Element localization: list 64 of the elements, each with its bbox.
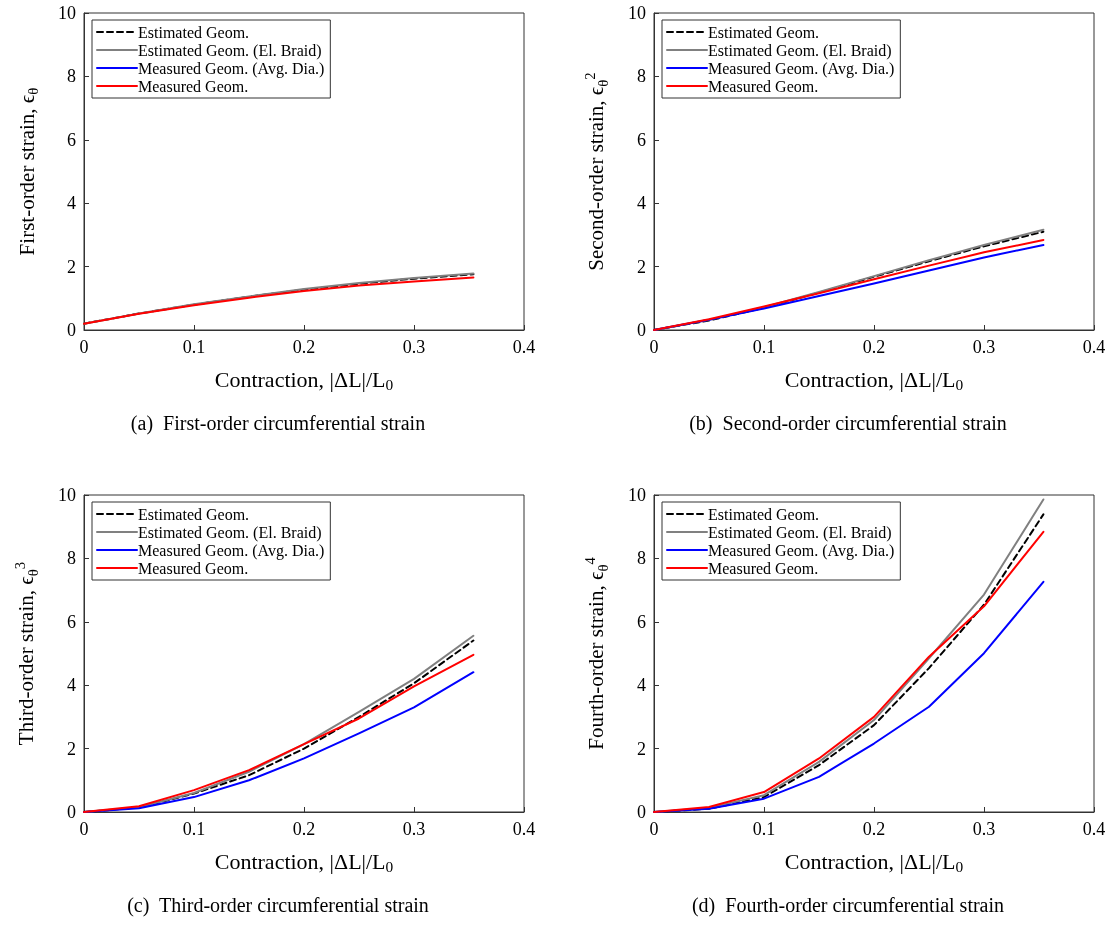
text: (a) First-order circumferential strain — [130, 412, 426, 435]
x-tick-label: 0.3 — [972, 337, 996, 357]
y-tick-label: 10 — [628, 3, 646, 23]
legend-label: Estimated Geom. (El. Braid) — [138, 523, 322, 542]
x-tick-label: 0.1 — [182, 819, 206, 839]
legend-label: Measured Geom. — [138, 559, 249, 577]
y-axis-title: Second-order strain, ϵθ2 — [581, 72, 611, 271]
legend-label: Measured Geom. — [138, 77, 249, 95]
x-tick-label: 0.4 — [512, 337, 536, 357]
y-tick-label: 6 — [67, 611, 76, 632]
y-tick-label: 0 — [67, 320, 76, 340]
y-tick-label: 2 — [67, 256, 76, 277]
legend-label: Estimated Geom. — [138, 505, 250, 523]
y-tick-label: 4 — [637, 193, 646, 214]
y-tick-label: 2 — [67, 738, 76, 759]
text: (b) Second-order circumferential strain — [689, 412, 1007, 435]
y-tick-label: 6 — [637, 129, 646, 150]
x-tick-label: 0.3 — [402, 337, 426, 357]
y-tick-label: 8 — [637, 66, 646, 87]
legend-label: Estimated Geom. (El. Braid) — [708, 523, 892, 542]
legend-label: Measured Geom. (Avg. Dia.) — [138, 59, 325, 78]
y-tick-label: 10 — [58, 3, 76, 23]
legend-label: Estimated Geom. (El. Braid) — [138, 41, 322, 60]
y-tick-label: 6 — [637, 611, 646, 632]
legend-label: Estimated Geom. — [138, 23, 250, 41]
y-tick-label: 8 — [67, 548, 76, 569]
x-tick-label: 0.1 — [752, 819, 776, 839]
x-tick-label: 0.2 — [292, 819, 316, 839]
legend-label: Measured Geom. — [708, 559, 819, 577]
y-tick-label: 0 — [67, 802, 76, 822]
y-axis-title: First-order strain, ϵθ — [15, 87, 41, 256]
y-tick-label: 0 — [637, 802, 646, 822]
y-axis-title: Fourth-order strain, ϵθ4 — [581, 556, 611, 750]
text: (c) Third-order circumferential strain — [127, 894, 429, 917]
legend-label: Estimated Geom. (El. Braid) — [708, 41, 892, 60]
y-tick-label: 6 — [67, 129, 76, 150]
y-tick-label: 4 — [67, 193, 76, 214]
y-tick-label: 10 — [628, 485, 646, 505]
y-tick-label: 8 — [67, 66, 76, 87]
x-tick-label: 0.2 — [292, 337, 316, 357]
legend-label: Measured Geom. — [708, 77, 819, 95]
legend-label: Estimated Geom. — [708, 23, 820, 41]
text: (d) Fourth-order circumferential strain — [691, 894, 1005, 917]
x-tick-label: 0.4 — [1082, 819, 1106, 839]
x-tick-label: 0.4 — [512, 819, 536, 839]
y-tick-label: 8 — [637, 548, 646, 569]
x-tick-label: 0.1 — [182, 337, 206, 357]
legend-label: Estimated Geom. — [708, 505, 820, 523]
y-axis-title: Third-order strain, ϵθ3 — [11, 561, 41, 746]
y-tick-label: 2 — [637, 738, 646, 759]
x-tick-label: 0.1 — [752, 337, 776, 357]
y-tick-label: 2 — [637, 256, 646, 277]
legend-label: Measured Geom. (Avg. Dia.) — [708, 59, 895, 78]
legend-label: Measured Geom. (Avg. Dia.) — [138, 541, 325, 560]
x-tick-label: 0.3 — [972, 819, 996, 839]
x-tick-label: 0.4 — [1082, 337, 1106, 357]
x-tick-label: 0.2 — [862, 337, 886, 357]
x-tick-label: 0.2 — [862, 819, 886, 839]
y-tick-label: 0 — [637, 320, 646, 340]
x-tick-label: 0.3 — [402, 819, 426, 839]
legend-label: Measured Geom. (Avg. Dia.) — [708, 541, 895, 560]
y-tick-label: 4 — [67, 675, 76, 696]
y-tick-label: 10 — [58, 485, 76, 505]
y-tick-label: 4 — [637, 675, 646, 696]
